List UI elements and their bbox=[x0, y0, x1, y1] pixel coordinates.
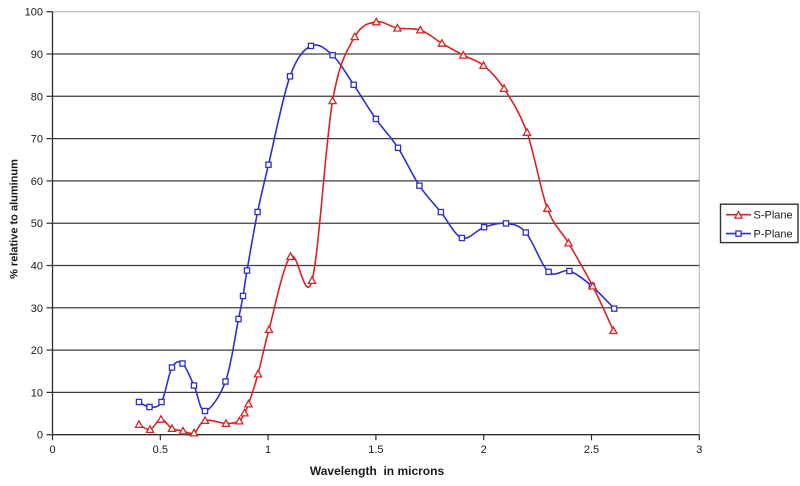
svg-text:20: 20 bbox=[31, 345, 43, 357]
svg-text:40: 40 bbox=[31, 261, 43, 273]
svg-text:60: 60 bbox=[31, 176, 43, 188]
svg-text:P-Plane: P-Plane bbox=[754, 229, 793, 241]
svg-text:70: 70 bbox=[31, 134, 43, 146]
svg-text:2: 2 bbox=[481, 444, 487, 456]
svg-text:Wavelength in microns: Wavelength in microns bbox=[310, 464, 445, 478]
svg-text:30: 30 bbox=[31, 303, 43, 315]
svg-text:10: 10 bbox=[31, 387, 43, 399]
svg-text:0: 0 bbox=[37, 430, 43, 442]
svg-text:% relative to aluminum: % relative to aluminum bbox=[9, 159, 21, 279]
svg-text:3: 3 bbox=[696, 444, 702, 456]
svg-text:1.5: 1.5 bbox=[368, 444, 383, 456]
svg-text:90: 90 bbox=[31, 49, 43, 61]
svg-text:50: 50 bbox=[31, 218, 43, 230]
svg-text:0.5: 0.5 bbox=[153, 444, 168, 456]
svg-text:80: 80 bbox=[31, 91, 43, 103]
svg-text:0: 0 bbox=[49, 444, 55, 456]
svg-text:S-Plane: S-Plane bbox=[754, 210, 793, 222]
svg-text:100: 100 bbox=[25, 7, 43, 19]
svg-text:2.5: 2.5 bbox=[584, 444, 599, 456]
svg-text:1: 1 bbox=[265, 444, 271, 456]
